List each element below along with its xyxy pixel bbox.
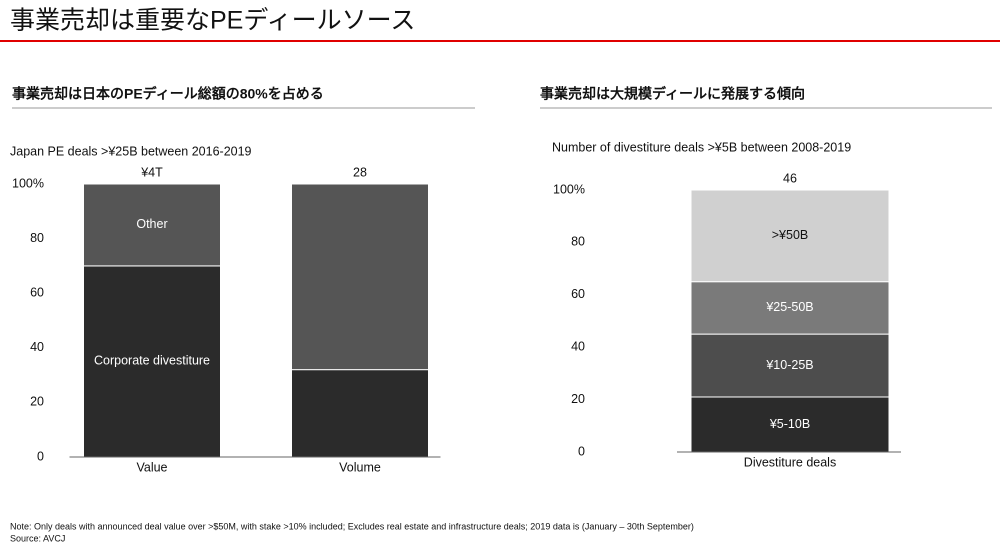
- y-tick-label: 80: [571, 235, 585, 249]
- x-tick-label: Volume: [339, 460, 381, 474]
- y-tick-label: 20: [571, 392, 585, 406]
- segment-label: >¥50B: [772, 228, 809, 242]
- y-tick-label: 100%: [12, 176, 44, 190]
- total-label: ¥4T: [140, 165, 163, 179]
- segment-label: ¥25-50B: [765, 300, 813, 314]
- bar-segment: [83, 265, 221, 458]
- total-label: 28: [353, 165, 367, 179]
- segment-label: Corporate divestiture: [94, 354, 210, 368]
- bar-segment: [690, 281, 890, 335]
- section-heading: 事業売却は大規模ディールに発展する傾向: [540, 86, 805, 102]
- segment-label: ¥10-25B: [765, 358, 813, 372]
- y-tick-label: 20: [30, 395, 44, 409]
- segment-label: ¥5-10B: [769, 417, 810, 431]
- bar-segment: [690, 333, 890, 398]
- bar-segment: [291, 369, 429, 458]
- bar-segment: [83, 183, 221, 267]
- y-tick-label: 40: [30, 340, 44, 354]
- bar-segment: [690, 396, 890, 453]
- y-tick-label: 80: [30, 231, 44, 245]
- y-tick-label: 0: [578, 444, 585, 458]
- y-tick-label: 0: [37, 449, 44, 463]
- section-heading: 事業売却は日本のPEディール総額の80%を占める: [12, 86, 324, 102]
- chart-subtitle: Japan PE deals >¥25B between 2016-2019: [10, 144, 252, 158]
- x-tick-label: Divestiture deals: [744, 455, 836, 469]
- slide-title: 事業売却は重要なPEディールソース: [10, 7, 415, 35]
- bar-segment: [291, 183, 429, 371]
- source: Source: AVCJ: [10, 533, 65, 543]
- y-tick-label: 60: [30, 285, 44, 299]
- chart-subtitle: Number of divestiture deals >¥5B between…: [552, 140, 851, 154]
- footnote: Note: Only deals with announced deal val…: [10, 521, 694, 531]
- y-tick-label: 100%: [553, 182, 585, 196]
- bar-segment: [690, 189, 890, 283]
- segment-label: Other: [136, 217, 167, 231]
- y-tick-label: 40: [571, 339, 585, 353]
- total-label: 46: [783, 171, 797, 185]
- y-tick-label: 60: [571, 287, 585, 301]
- x-tick-label: Value: [136, 460, 167, 474]
